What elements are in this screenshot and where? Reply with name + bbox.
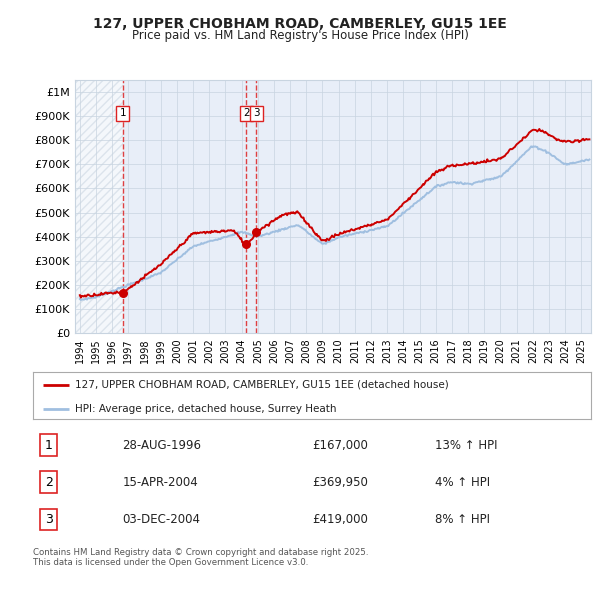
- Text: 3: 3: [253, 109, 260, 119]
- Text: £419,000: £419,000: [312, 513, 368, 526]
- Text: 2: 2: [44, 476, 53, 489]
- Text: 1: 1: [44, 439, 53, 452]
- Text: 127, UPPER CHOBHAM ROAD, CAMBERLEY, GU15 1EE (detached house): 127, UPPER CHOBHAM ROAD, CAMBERLEY, GU15…: [75, 380, 449, 390]
- Text: 28-AUG-1996: 28-AUG-1996: [122, 439, 201, 452]
- Text: 4% ↑ HPI: 4% ↑ HPI: [435, 476, 490, 489]
- Text: 13% ↑ HPI: 13% ↑ HPI: [435, 439, 497, 452]
- Text: Price paid vs. HM Land Registry's House Price Index (HPI): Price paid vs. HM Land Registry's House …: [131, 30, 469, 42]
- Text: 15-APR-2004: 15-APR-2004: [122, 476, 198, 489]
- Text: 3: 3: [44, 513, 53, 526]
- Text: 03-DEC-2004: 03-DEC-2004: [122, 513, 200, 526]
- Text: 2: 2: [243, 109, 250, 119]
- Text: £167,000: £167,000: [312, 439, 368, 452]
- Text: 8% ↑ HPI: 8% ↑ HPI: [435, 513, 490, 526]
- Text: £369,950: £369,950: [312, 476, 368, 489]
- Text: 127, UPPER CHOBHAM ROAD, CAMBERLEY, GU15 1EE: 127, UPPER CHOBHAM ROAD, CAMBERLEY, GU15…: [93, 17, 507, 31]
- Text: 1: 1: [119, 109, 126, 119]
- Text: Contains HM Land Registry data © Crown copyright and database right 2025.
This d: Contains HM Land Registry data © Crown c…: [33, 548, 368, 567]
- Bar: [75, 80, 123, 333]
- Text: HPI: Average price, detached house, Surrey Heath: HPI: Average price, detached house, Surr…: [75, 404, 337, 414]
